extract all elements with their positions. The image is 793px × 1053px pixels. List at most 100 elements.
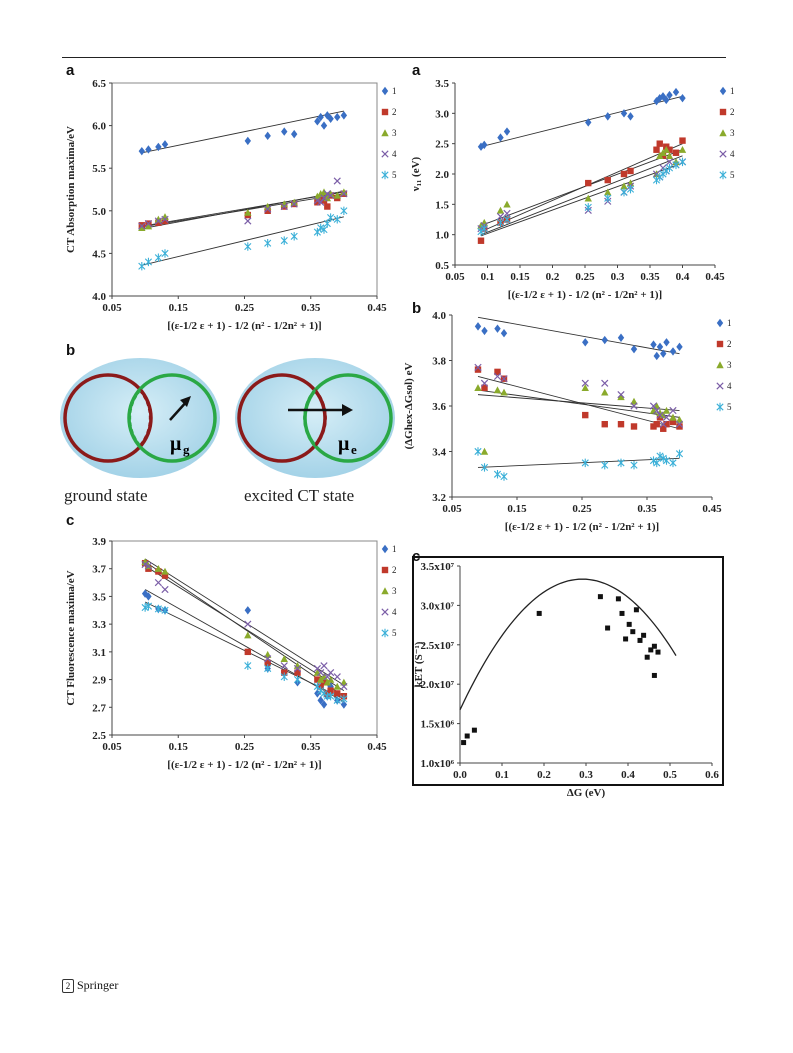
dg-point-s4 bbox=[649, 402, 658, 410]
dg-point-s3 bbox=[581, 384, 589, 391]
dg-legend-label: 3 bbox=[727, 360, 732, 370]
nu-y-tick-label: 1.0 bbox=[435, 230, 449, 242]
fluor-point-s1 bbox=[317, 696, 324, 705]
ket-y-tick-label: 2.5x10⁷ bbox=[420, 640, 454, 652]
fluor-point-s5 bbox=[340, 694, 348, 704]
nu-point-s1 bbox=[497, 133, 504, 142]
nu-point-s5 bbox=[604, 194, 612, 203]
abs-point-s5 bbox=[290, 232, 298, 241]
fluor-point-s4 bbox=[264, 655, 272, 663]
abs-point-s3 bbox=[313, 192, 322, 200]
dg-point-s4 bbox=[669, 406, 677, 415]
abs-point-s5 bbox=[161, 249, 169, 258]
dg-point-s2 bbox=[481, 384, 488, 391]
dg-legend-marker bbox=[716, 402, 724, 412]
abs-point-s5 bbox=[154, 253, 162, 262]
abs-y-tick-label: 5.0 bbox=[92, 206, 106, 218]
nu-point-s3 bbox=[620, 182, 628, 190]
fluor-y-tick-label: 2.5 bbox=[92, 730, 106, 742]
fluor-x-tick-label: 0.25 bbox=[235, 741, 255, 753]
ket-point bbox=[623, 636, 629, 642]
nu-legend-marker bbox=[719, 86, 727, 96]
ket-point bbox=[464, 733, 470, 739]
dg-point-s2 bbox=[582, 411, 589, 419]
nu-point-s2 bbox=[604, 176, 611, 184]
fluor-point-s2 bbox=[244, 648, 252, 656]
dg-point-s5 bbox=[649, 456, 658, 465]
fluor-point-s4 bbox=[320, 662, 328, 670]
ket-point bbox=[648, 647, 654, 653]
dg-point-s2 bbox=[630, 423, 638, 430]
panel-label-left-a: a bbox=[66, 62, 75, 79]
nu-point-s2 bbox=[620, 170, 628, 178]
fluor-point-s3 bbox=[161, 567, 169, 575]
ket-x-tick-label: 0.3 bbox=[579, 769, 593, 781]
mu-g-symbol: μ bbox=[170, 433, 182, 455]
nu-point-s1 bbox=[679, 93, 686, 103]
abs-y-axis-label: CT Absorption maxima/eV bbox=[65, 126, 77, 253]
nu-point-s5 bbox=[672, 160, 680, 170]
nu-legend-marker bbox=[719, 129, 727, 137]
abs-point-s5 bbox=[327, 213, 335, 222]
fluor-point-s1 bbox=[145, 592, 152, 601]
abs-y-tick-label: 4.0 bbox=[92, 291, 106, 303]
ket-point bbox=[633, 607, 639, 613]
fluor-point-s4 bbox=[154, 578, 162, 587]
dg-x-axis-label: [(ε-1/2 ε + 1) - 1/2 (n² - 1/2n² + 1)] bbox=[505, 521, 659, 533]
dg-x-tick-label: 0.35 bbox=[637, 503, 657, 515]
abs-point-s3 bbox=[340, 188, 348, 196]
fluor-point-s3 bbox=[244, 631, 252, 639]
dg-point-s5 bbox=[653, 458, 661, 468]
fluor-point-s5 bbox=[264, 664, 272, 673]
fluor-legend-marker bbox=[381, 566, 389, 574]
dg-point-s5 bbox=[601, 460, 609, 470]
dg-point-s2 bbox=[601, 421, 608, 428]
dg-point-s1 bbox=[650, 340, 657, 349]
abs-fit-line-1 bbox=[141, 110, 344, 154]
ket-y-tick-label: 3.0x10⁷ bbox=[420, 600, 454, 612]
fluor-y-tick-label: 3.7 bbox=[92, 564, 106, 576]
abs-chart: 0.05 0.15 0.25 0.35 0.45 4.0 4.5 5.0 5.5 6.0 6.5 [(… bbox=[65, 78, 397, 332]
nu-x-tick-label: 0.2 bbox=[546, 271, 560, 283]
ket-x-tick-label: 0.4 bbox=[621, 769, 635, 781]
nu-point-s5 bbox=[665, 163, 674, 173]
panel-label-left-c: c bbox=[66, 512, 75, 529]
fluor-point-s4 bbox=[333, 673, 341, 681]
abs-point-s2 bbox=[324, 203, 331, 210]
nu-point-s2 bbox=[656, 140, 663, 147]
publisher-name: Springer bbox=[77, 978, 119, 992]
ket-x-tick-label: 0.2 bbox=[537, 769, 551, 781]
nu-point-s1 bbox=[672, 87, 680, 97]
nu-legend-label: 4 bbox=[730, 149, 735, 159]
abs-point-s5 bbox=[244, 242, 252, 251]
nu-legend-marker bbox=[719, 170, 727, 180]
excited-state-caption: excited CT state bbox=[244, 486, 355, 505]
ket-point bbox=[655, 649, 661, 655]
nu-point-s1 bbox=[666, 90, 673, 100]
nu-fit-line-1 bbox=[480, 95, 683, 148]
abs-point-s2 bbox=[161, 217, 169, 225]
ket-marcus-curve bbox=[459, 578, 677, 711]
dg-point-s4 bbox=[601, 379, 609, 387]
abs-legend-marker bbox=[381, 108, 389, 116]
nu-point-s5 bbox=[626, 184, 635, 194]
fluor-point-s3 bbox=[154, 565, 163, 572]
nu-point-s3 bbox=[584, 194, 592, 202]
nu-point-s2 bbox=[679, 137, 686, 144]
dg-point-s2 bbox=[656, 414, 664, 421]
fluor-point-s5 bbox=[144, 601, 153, 611]
fluor-fit-line-2 bbox=[144, 561, 345, 697]
nu-y-tick-label: 3.5 bbox=[435, 78, 449, 90]
abs-point-s3 bbox=[320, 188, 328, 196]
ket-point bbox=[651, 672, 657, 678]
dg-y-axis-label: (ΔGhex-ΔGsol) eV bbox=[403, 363, 415, 450]
dg-point-s1 bbox=[656, 342, 664, 352]
abs-point-s1 bbox=[320, 121, 328, 130]
dg-legend-label: 5 bbox=[727, 402, 732, 412]
abs-point-s5 bbox=[144, 257, 153, 267]
abs-point-s1 bbox=[290, 129, 298, 139]
dg-point-s1 bbox=[663, 338, 670, 347]
dg-point-s2 bbox=[617, 421, 625, 428]
dg-point-s4 bbox=[480, 379, 489, 387]
